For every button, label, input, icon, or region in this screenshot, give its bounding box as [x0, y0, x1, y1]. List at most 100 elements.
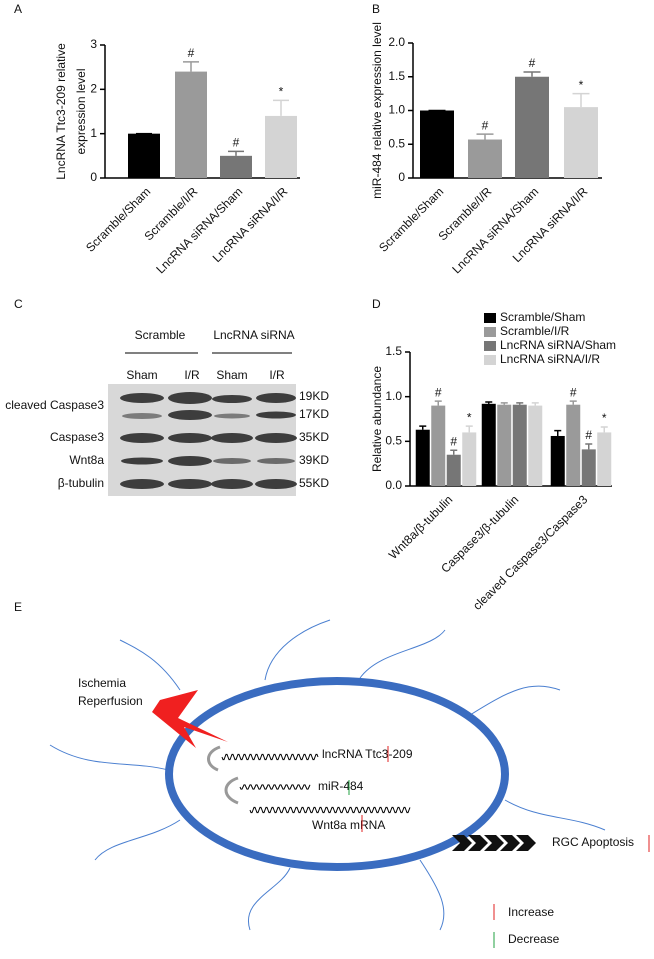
band [122, 413, 162, 419]
diagram [49, 619, 606, 931]
annotation: # [233, 136, 240, 150]
y-tick-label: 0 [90, 170, 97, 184]
lane-label: Sham [216, 368, 247, 382]
legend-label: Increase [508, 905, 554, 919]
process [504, 799, 606, 831]
x-tick-label: Wnt8a/β-tubulin [386, 492, 455, 561]
bar [462, 432, 477, 486]
error-bar [183, 61, 199, 72]
annotation: # [482, 118, 489, 132]
blot-row-label: Wnt8a [69, 453, 104, 467]
blot: Scramble LncRNA siRNA Sham I/R Sham I/R [5, 328, 329, 496]
stimulus-label: Reperfusion [78, 694, 143, 708]
lncrna-label: lncRNA Ttc3-209 [322, 747, 413, 761]
bands [120, 392, 297, 489]
bar [415, 429, 430, 486]
annotation: # [529, 56, 536, 70]
outcome-label: RGC Apoptosis [552, 835, 634, 849]
chart: 0 1 2 3 LncRNA Ttc3-209 relative expression l… [54, 37, 300, 276]
mirna-label: miR-484 [318, 779, 364, 793]
band [121, 457, 163, 465]
chart: 0 0.5 1.0 1.5 2.0 miR-484 relative expression… [370, 22, 602, 276]
bar [581, 449, 596, 486]
bar [446, 454, 461, 486]
error-bar [476, 133, 494, 140]
band [255, 433, 297, 443]
error-bar [554, 429, 562, 436]
bar [515, 76, 549, 178]
bar [564, 107, 598, 178]
bar [528, 405, 543, 486]
bar [481, 403, 496, 486]
process [49, 744, 169, 771]
curved-arrow [224, 776, 239, 805]
legend-swatch [484, 327, 496, 337]
panel-letter: B [372, 2, 380, 16]
error-bar [450, 449, 458, 455]
y-tick-label: 1 [90, 126, 97, 140]
x-tick-label: LncRNA siRNA/Sham [153, 184, 245, 276]
band [168, 392, 212, 404]
bar [128, 133, 160, 178]
band [168, 456, 212, 466]
error-bar [465, 425, 473, 433]
bar [420, 110, 454, 178]
error-bar [572, 92, 590, 108]
annotation: # [450, 434, 457, 448]
chevrons [452, 835, 536, 851]
band [213, 458, 251, 464]
y-tick-label: 2 [90, 82, 97, 96]
legend-label: LncRNA siRNA/Sham [500, 338, 616, 352]
y-tick-label: 1.5 [385, 344, 402, 358]
band [120, 393, 164, 403]
annotation: * [579, 78, 584, 92]
x-tick-label: LncRNA siRNA/Sham [449, 184, 541, 276]
rna-strand [239, 784, 311, 790]
legend-swatch [484, 355, 496, 365]
annotation: # [570, 385, 577, 399]
blot-size: 19KD [299, 389, 329, 403]
bar [597, 432, 612, 486]
y-tick-label: 0.5 [385, 434, 402, 448]
lightning [152, 690, 228, 748]
annotation: * [467, 410, 472, 424]
band [212, 395, 252, 403]
panel-letters: A B C D E [14, 2, 381, 614]
blot-size: 35KD [299, 430, 329, 444]
process [469, 685, 561, 716]
y-tick-label: 3 [90, 37, 97, 51]
stimulus-label: Ischemia [78, 676, 126, 690]
mrna-label: Wnt8a mRNA [312, 818, 385, 832]
bar [566, 404, 581, 486]
error-bar [516, 402, 524, 405]
band [214, 413, 250, 419]
blot-row-label: Caspase3 [50, 430, 104, 444]
x-tick-label: Scramble/Sham [376, 184, 446, 254]
bar [431, 405, 446, 486]
y-tick-label: 1.0 [385, 389, 402, 403]
annotation: * [602, 411, 607, 425]
bar [468, 139, 502, 178]
process [359, 629, 446, 679]
error-bar [419, 425, 427, 430]
legend-label: Decrease [508, 932, 560, 946]
y-tick-label: 1.0 [388, 103, 405, 117]
legend-label: Scramble/Sham [500, 310, 585, 324]
cell-membrane [165, 677, 509, 871]
x-tick-label: cleaved Caspase3/Caspase3 [470, 492, 591, 613]
error-bar [500, 402, 508, 405]
process [247, 867, 291, 931]
y-axis-label: Relative abundance [370, 366, 384, 472]
panel-letter: C [14, 297, 23, 311]
process [264, 619, 331, 681]
band [168, 410, 212, 420]
panel-letter: A [14, 2, 22, 16]
blot-size: 17KD [299, 407, 329, 421]
bar [265, 115, 297, 178]
y-axis-label: miR-484 relative expression level [370, 22, 384, 199]
blot-group: Scramble [135, 328, 186, 342]
band [256, 393, 296, 403]
process [419, 859, 445, 931]
blot-group: LncRNA siRNA [213, 328, 294, 342]
